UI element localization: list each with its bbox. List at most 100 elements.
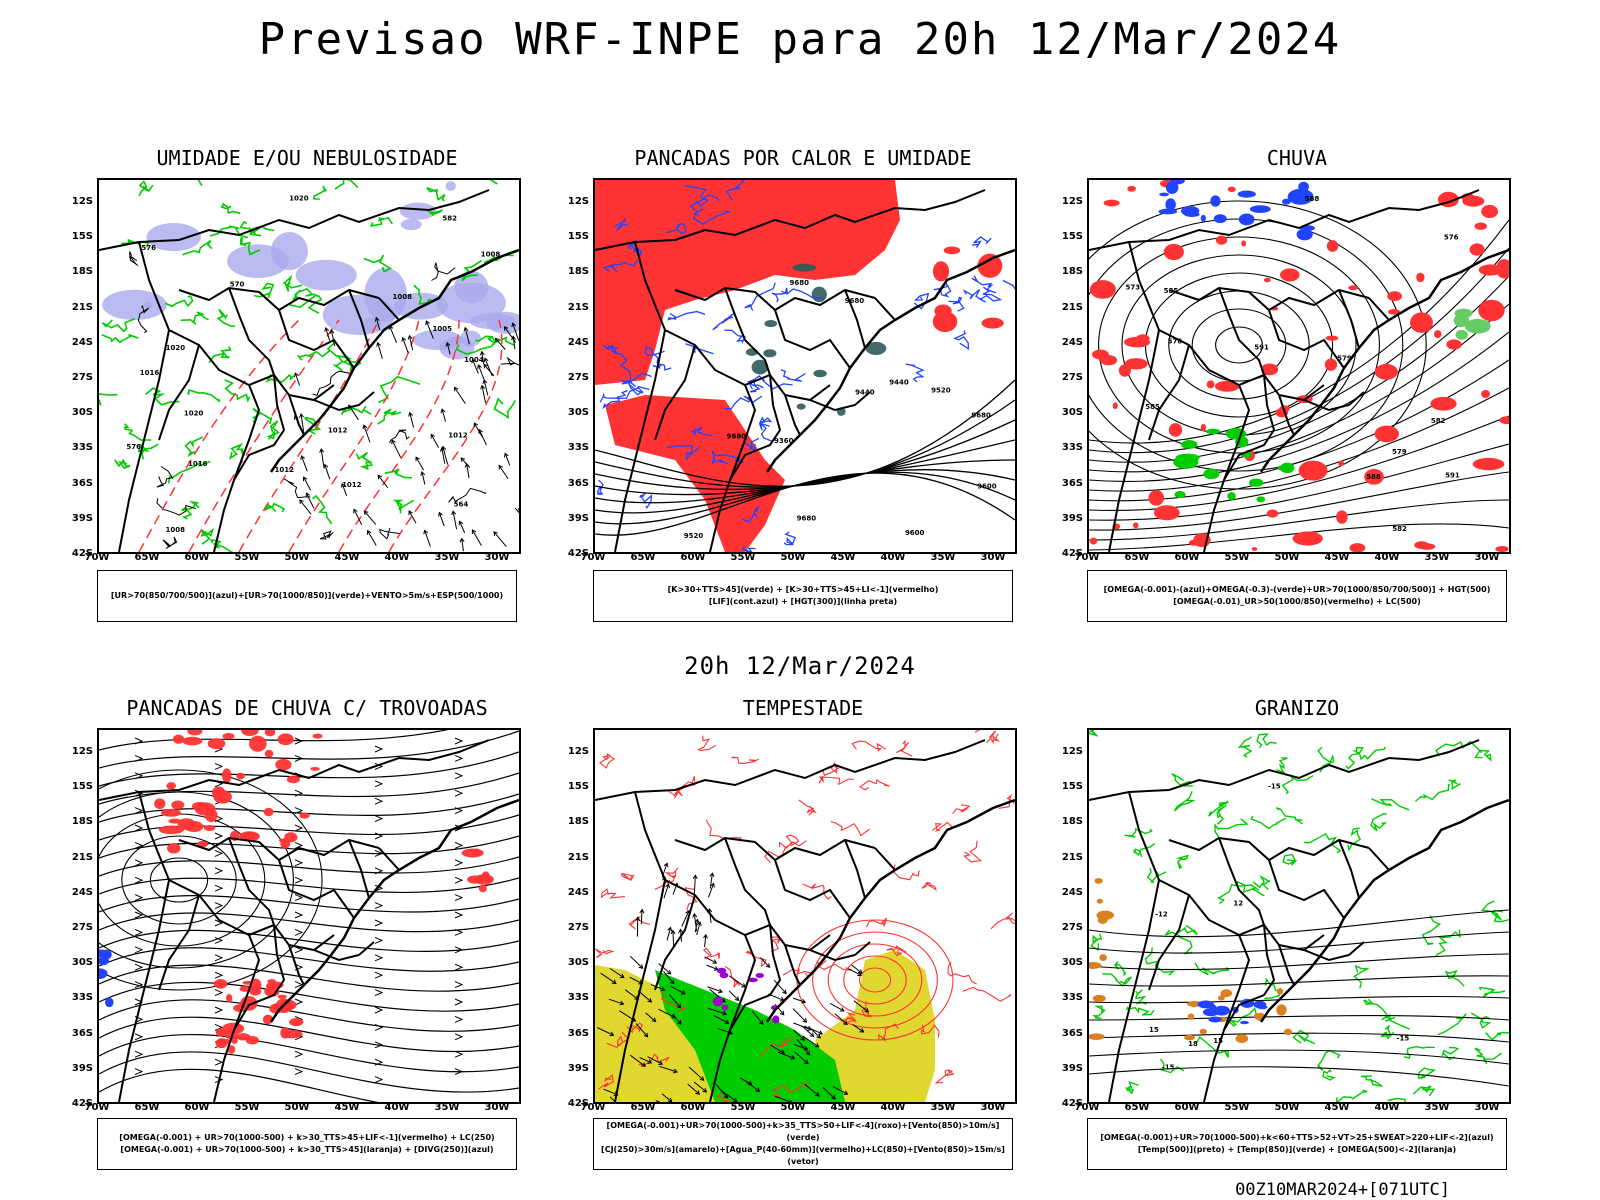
wind-vector [792,997,806,1003]
contour-line [156,466,174,488]
wind-vector-head [696,921,702,927]
field-blob [1499,416,1509,425]
contour-line [652,363,672,371]
wind-vector [693,875,696,895]
contour-line [1252,874,1270,891]
contour-line [725,180,745,201]
longitude-tick: 50W [1274,1102,1300,1113]
contour-label: 564 [454,501,469,509]
wind-vector [389,325,398,344]
wind-vector [708,908,712,924]
wind-vector [301,455,308,472]
wind-vector [600,972,617,984]
wind-vector [597,1027,614,1036]
field-blob [187,730,203,736]
panel-legend: [OMEGA(-0.001)+UR>70(1000-500)+k>35_TTS>… [593,1118,1013,1170]
contour-label: -15 [1397,1034,1410,1042]
contour-line [621,872,635,881]
wind-vector-head [445,341,451,347]
panel-legend: [UR>70(850/700/500)](azul)+[UR>70(1000/8… [97,570,517,622]
field-blob [236,772,245,780]
wind-vector [459,521,466,534]
streamline [99,856,519,877]
wind-vector [324,464,331,480]
wind-vector-head [494,337,500,343]
wind-vector [804,1025,823,1035]
contour-label: 9680 [789,279,809,287]
height-contour [1089,415,1509,512]
field-blob [1430,396,1457,411]
wind-vector [305,492,315,509]
contour-label: 1016 [140,369,160,377]
field-blob [716,967,727,974]
field-blob [934,304,952,318]
latitude-tick: 24S [1061,336,1083,348]
contour-line [741,546,756,552]
field-blob [1495,546,1509,552]
wind-vector [713,1014,729,1024]
wind-vector [773,979,787,994]
contour-label: 582 [1392,525,1407,533]
streamline [99,1068,379,1102]
contour-line [291,287,316,301]
wind-vector [478,429,487,446]
wind-vector [629,955,644,969]
field-blob [1200,214,1206,222]
contour-line [613,351,644,394]
wind-vector-head [323,463,329,469]
contour-line [224,379,251,403]
wind-vector [603,1088,618,1096]
longitude-tick: 45W [1324,1102,1350,1113]
longitude-tick: 55W [1224,552,1250,563]
latitude-tick: 15S [71,231,93,243]
wind-vector-head [734,996,740,1002]
wind-vector-head [471,529,477,534]
country-border [1223,384,1251,481]
wind-vector [637,990,652,1003]
height-contour [1089,303,1509,473]
field-blob [747,977,758,983]
latitude-tick: 21S [71,301,93,313]
contour-line [1322,1068,1336,1081]
longitude-tick: 30W [980,552,1006,563]
wind-vector-head [667,1097,673,1102]
wind-vector [650,984,665,991]
height-contour [1089,331,1509,482]
latitude-tick: 42S [567,1098,589,1109]
country-border [278,859,355,919]
contour-line [892,864,920,881]
latitude-tick: 24S [1061,886,1083,898]
flow-arrow [134,963,144,971]
field-blob [215,1028,227,1037]
contour-line [1173,791,1196,812]
field-blob [1206,380,1215,389]
wind-vector-head [503,325,509,331]
contour-line [798,799,818,816]
wind-vector-head [453,386,459,392]
field-blob [161,808,182,817]
flow-arrow [134,841,144,849]
wind-vector-head [503,452,509,458]
wind-850-area [655,970,845,1102]
contour-line [114,458,131,470]
wind-vector-head [460,457,466,462]
field-blob [1464,318,1491,334]
wind-vector-head [340,482,346,488]
wind-vector [647,1056,663,1065]
flow-arrow [454,737,464,745]
field-blob [262,1014,273,1025]
field-blob [1112,402,1118,410]
latitude-tick: 18S [1061,266,1083,278]
flow-arrow [374,832,384,840]
flow-arrow [214,1023,224,1031]
contour-label: 9440 [855,388,875,396]
contour-line [149,857,209,903]
field-blob [99,949,109,958]
flow-arrow [134,946,144,954]
wind-vector-head [420,470,426,476]
contour-line [162,536,178,549]
country-border [874,847,896,871]
wind-vector [454,387,466,404]
flow-arrow [454,807,464,815]
contour-label: 1020 [166,344,186,352]
